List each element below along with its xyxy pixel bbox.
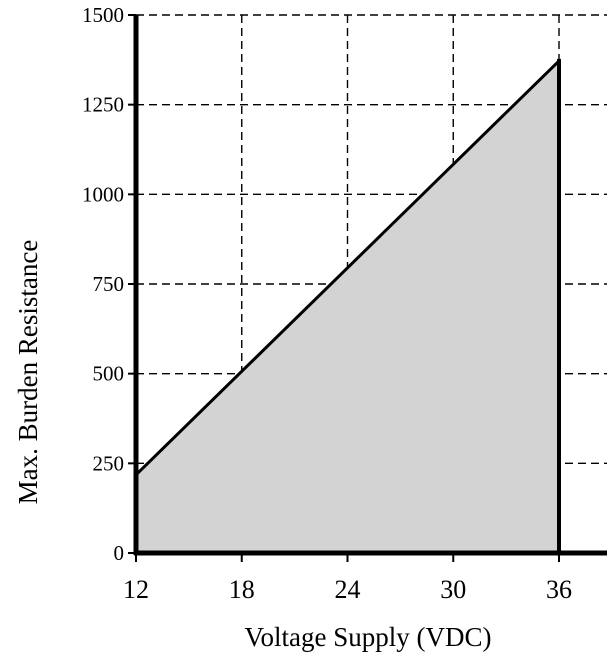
y-tick-label: 500 <box>93 362 125 386</box>
x-tick-label: 24 <box>335 575 361 604</box>
y-tick-label: 1500 <box>82 3 124 27</box>
y-tick-label: 0 <box>114 541 125 565</box>
y-tick-label: 1000 <box>82 182 124 206</box>
x-tick-label: 12 <box>123 575 149 604</box>
axes <box>128 14 607 562</box>
x-tick-label: 36 <box>546 575 572 604</box>
series-line <box>134 59 561 476</box>
y-tick-label: 250 <box>93 451 125 475</box>
x-axis-label: Voltage Supply (VDC) <box>245 622 492 652</box>
y-axis-label: Max. Burden Resistance <box>13 240 43 505</box>
y-tick-label: 750 <box>93 272 125 296</box>
y-tick-labels: 0 250 500 750 1000 1250 1500 <box>82 3 124 565</box>
area-layer <box>134 58 561 553</box>
x-tick-label: 30 <box>440 575 466 604</box>
x-tick-label: 18 <box>229 575 255 604</box>
operating-area <box>136 60 559 553</box>
x-tick-labels: 12 18 24 30 36 <box>123 575 572 604</box>
y-tick-label: 1250 <box>82 93 124 117</box>
